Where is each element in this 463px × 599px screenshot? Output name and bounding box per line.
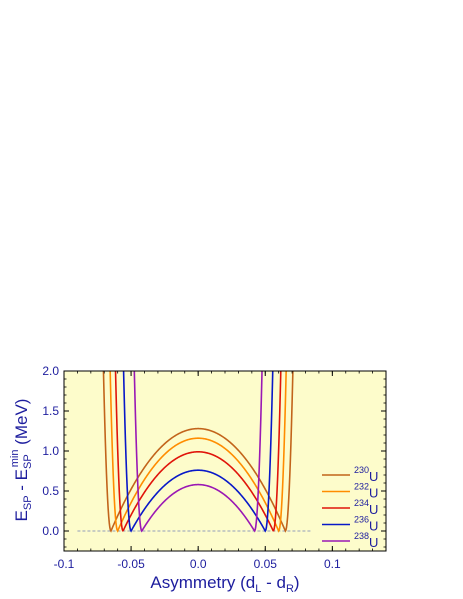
legend-label: 236U — [354, 515, 378, 534]
x-tick-label: 0.0 — [190, 557, 207, 571]
x-axis: -0.1 -0.05 0.0 0.05 0.1 — [54, 371, 387, 571]
y-tick-label: 1.5 — [42, 404, 59, 418]
x-tick-label: -0.05 — [117, 557, 145, 571]
series-line-230U — [102, 371, 294, 533]
series-line-236U — [122, 371, 274, 533]
legend-label: 230U — [354, 465, 378, 484]
x-axis-title: Asymmetry (dL - dR) — [150, 573, 299, 595]
x-tick-label: -0.1 — [54, 557, 75, 571]
series-line-232U — [109, 371, 287, 533]
x-tick-label: 0.05 — [254, 557, 278, 571]
series-line-238U — [133, 371, 263, 533]
legend-label: 232U — [354, 482, 378, 501]
y-tick-label: 2.0 — [42, 364, 59, 378]
series-line-234U — [114, 371, 282, 532]
legend-label: 238U — [354, 531, 378, 550]
series-lines — [77, 371, 313, 533]
y-tick-label: 0.5 — [42, 484, 59, 498]
y-axis: 0.0 0.5 1.0 1.5 2.0 — [42, 364, 386, 548]
legend-label: 234U — [354, 498, 378, 517]
y-tick-label: 0.0 — [42, 524, 59, 538]
y-tick-label: 1.0 — [42, 444, 59, 458]
y-axis-title: ESP - ESPmin (MeV) — [9, 399, 34, 522]
x-tick-label: 0.1 — [324, 557, 341, 571]
